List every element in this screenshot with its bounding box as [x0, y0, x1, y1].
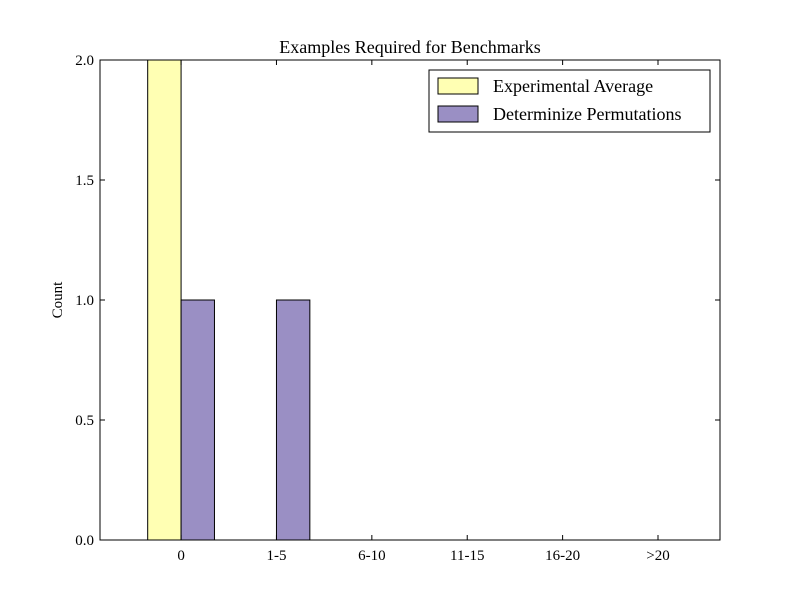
plot-frame: [99, 59, 721, 541]
legend-label: Experimental Average: [493, 76, 653, 96]
bars-layer: [147, 59, 311, 541]
ticks-layer: 0.0 0.5 1.0 1.5 2.0 0 1-5 6-10 11-15 16-20 >20: [75, 53, 720, 564]
y-tick-label: 2.0: [75, 53, 94, 69]
x-tick-label: 6-10: [358, 548, 386, 564]
legend-swatch: [437, 105, 479, 123]
y-axis-label: Count: [50, 281, 66, 319]
legend-label: Determinize Permutations: [493, 104, 681, 124]
bar-experimental-average-0: [147, 59, 182, 541]
legend-swatch: [437, 77, 479, 95]
y-tick-label: 1.5: [75, 173, 94, 189]
legend: Experimental Average Determinize Permutat…: [428, 69, 711, 133]
chart-title: Examples Required for Benchmarks: [279, 37, 540, 57]
y-tick-label: 0.0: [75, 533, 94, 549]
y-tick-label: 0.5: [75, 413, 94, 429]
x-tick-label: 11-15: [450, 548, 484, 564]
y-tick-label: 1.0: [75, 293, 94, 309]
x-tick-label: 1-5: [266, 548, 286, 564]
bar-determinize-permutations-0: [180, 299, 215, 541]
x-tick-label: 0: [177, 548, 185, 564]
bar-determinize-permutations-1: [275, 299, 311, 541]
x-tick-label: >20: [646, 548, 669, 564]
x-tick-label: 16-20: [545, 548, 580, 564]
